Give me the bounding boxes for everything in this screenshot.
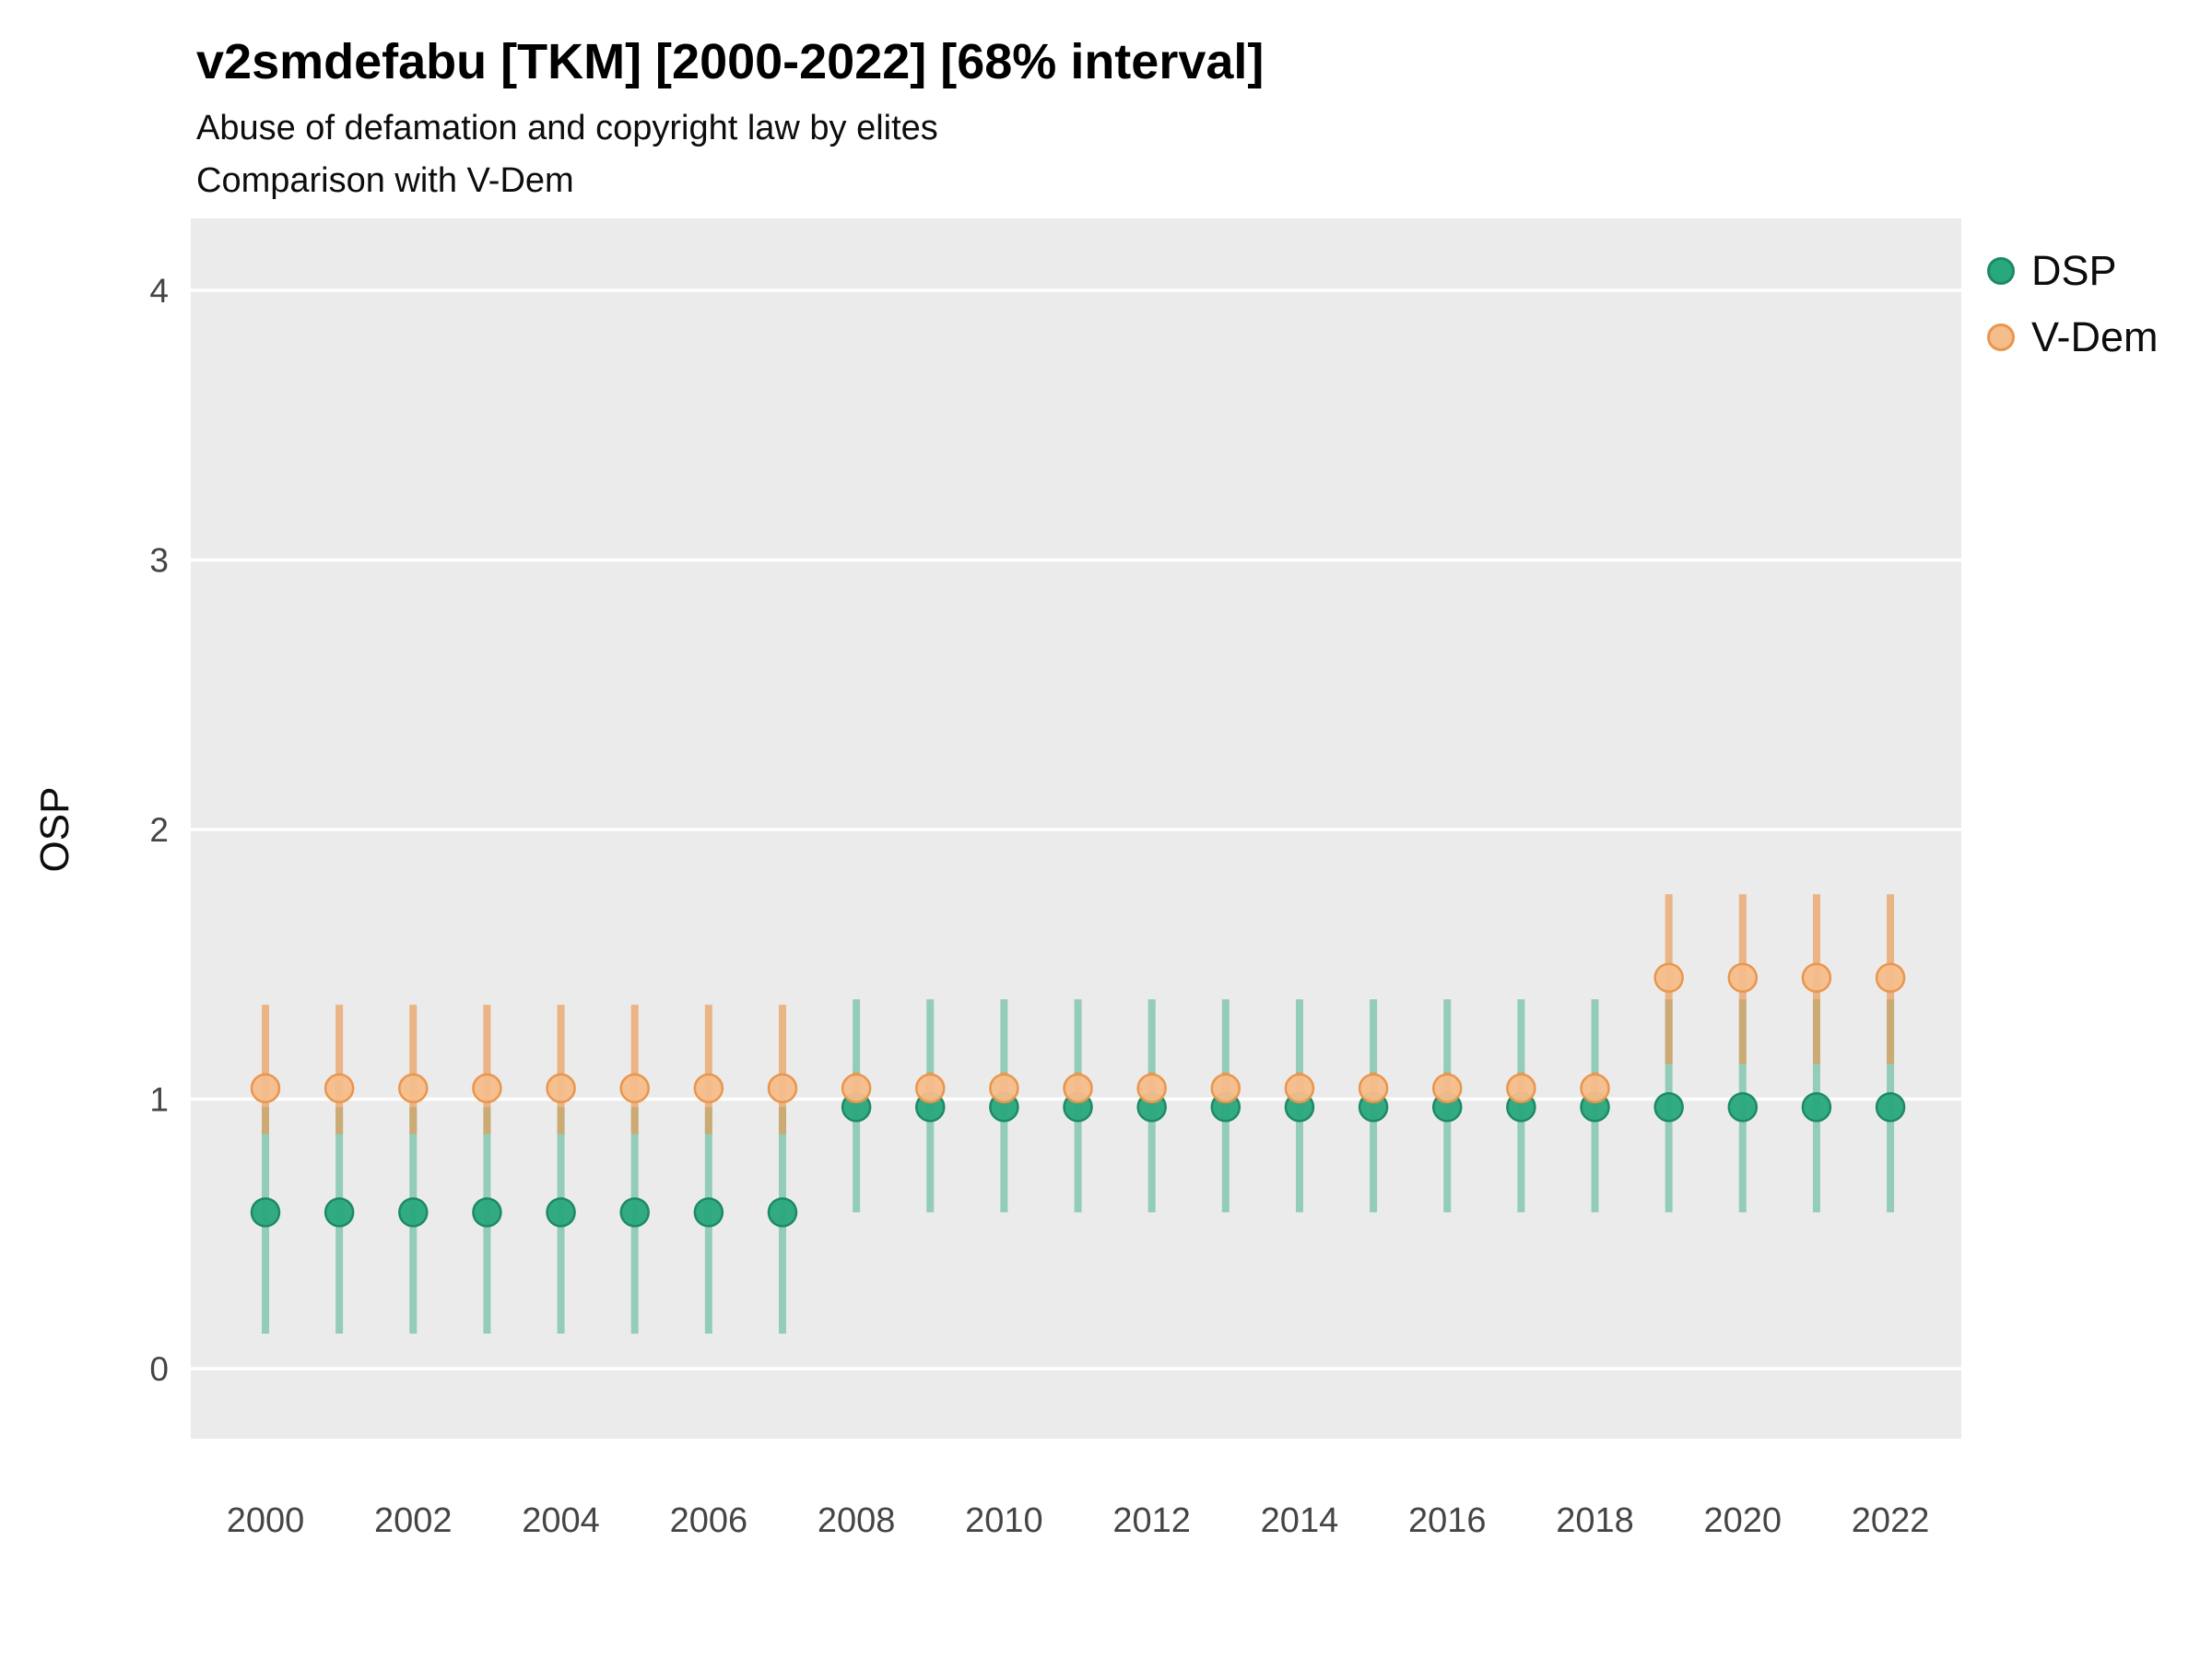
data-point-v-dem [1875,962,1906,994]
x-axis-tick-label: 2020 [1704,1501,1783,1540]
x-axis-tick-label: 2002 [374,1501,453,1540]
data-point-v-dem [324,1073,355,1104]
data-point-v-dem [1506,1073,1536,1104]
x-axis-tick-label: 2022 [1852,1501,1930,1540]
data-point-dsp [250,1197,281,1228]
data-point-dsp [767,1197,798,1228]
data-point-v-dem [1358,1073,1389,1104]
data-point-v-dem [915,1073,946,1104]
y-axis-tick-label: 2 [149,811,169,849]
chart-header: v2smdefabu [TKM] [2000-2022] [68% interv… [196,33,1264,206]
x-axis-tick-label: 2016 [1408,1501,1487,1540]
data-point-dsp [693,1197,724,1228]
x-axis-tick-label: 2008 [818,1501,896,1540]
data-point-dsp [619,1197,650,1228]
data-point-dsp [398,1197,429,1228]
data-point-v-dem [398,1073,429,1104]
x-axis-tick-label: 2000 [227,1501,305,1540]
data-point-v-dem [1801,962,1832,994]
data-point-v-dem [1653,962,1684,994]
data-point-v-dem [250,1073,281,1104]
legend: DSP V-Dem [1987,247,2159,361]
data-point-v-dem [1210,1073,1241,1104]
x-axis-tick-label: 2014 [1261,1501,1339,1540]
y-axis-tick-label: 0 [149,1350,169,1388]
data-point-dsp [1653,1092,1684,1123]
x-axis-tick-label: 2006 [670,1501,748,1540]
data-point-v-dem [1727,962,1759,994]
data-point-v-dem [1284,1073,1315,1104]
data-point-v-dem [841,1073,872,1104]
data-point-v-dem [989,1073,1019,1104]
data-point-v-dem [1136,1073,1167,1104]
legend-label-vdem: V-Dem [2031,313,2159,360]
data-point-dsp [1801,1092,1832,1123]
legend-item-dsp: DSP [1987,247,2159,295]
legend-item-vdem: V-Dem [1987,313,2159,361]
x-axis-tick-label: 2004 [522,1501,600,1540]
y-axis-title: OSP [32,786,77,873]
legend-label-dsp: DSP [2031,247,2117,294]
legend-dot-vdem-icon [1987,324,2015,351]
y-axis-tick-label: 3 [149,542,169,580]
y-axis-tick-label: 1 [149,1081,169,1119]
data-point-dsp [546,1197,576,1228]
data-point-v-dem [693,1073,724,1104]
data-point-v-dem [767,1073,798,1104]
data-point-v-dem [1063,1073,1093,1104]
data-point-dsp [472,1197,502,1228]
x-axis-tick-label: 2018 [1556,1501,1634,1540]
data-point-dsp [1727,1092,1759,1123]
data-point-v-dem [1431,1073,1463,1104]
data-point-v-dem [1580,1073,1610,1104]
chart-title: v2smdefabu [TKM] [2000-2022] [68% interv… [196,34,1265,89]
data-point-dsp [1875,1092,1906,1123]
data-point-v-dem [472,1073,502,1104]
legend-dot-dsp-icon [1987,257,2015,285]
x-axis-tick-label: 2010 [965,1501,1043,1540]
data-point-v-dem [546,1073,576,1104]
x-axis-tick-label: 2012 [1112,1501,1191,1540]
chart-subtitle-2: Comparison with V-Dem [196,161,574,201]
chart-subtitle: Abuse of defamation and copyright law by… [196,109,938,147]
data-point-dsp [324,1197,355,1228]
data-point-v-dem [619,1073,650,1104]
y-axis-tick-label: 4 [149,272,169,310]
